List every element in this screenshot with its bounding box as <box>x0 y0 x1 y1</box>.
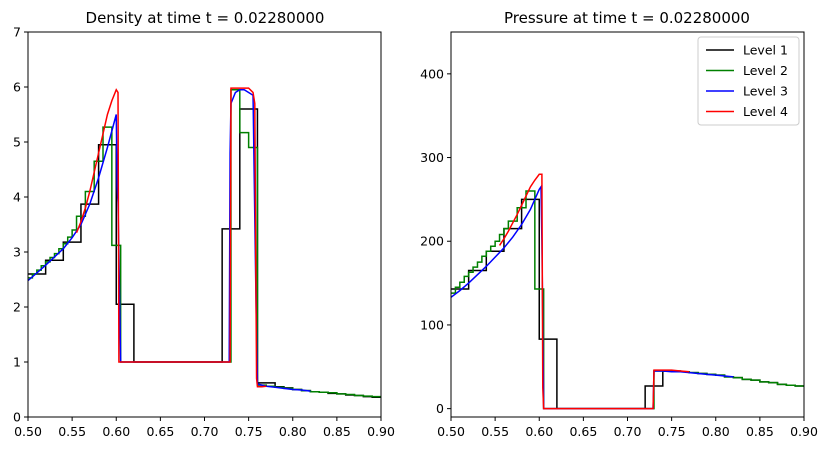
density-x-tick-label: 0.50 <box>14 424 42 439</box>
pressure-y-tick-label: 100 <box>420 317 444 332</box>
pressure-series-group <box>451 173 804 410</box>
pressure-y-tick-label: 400 <box>420 66 444 81</box>
density-y-tick-label: 2 <box>13 300 21 315</box>
density-y-tick-label: 1 <box>13 355 21 370</box>
pressure-legend-label: Level 1 <box>743 43 788 58</box>
density-series-level-2 <box>28 89 381 398</box>
pressure-x-tick-label: 0.85 <box>746 424 774 439</box>
density-y-tick-label: 0 <box>13 410 21 425</box>
pressure-legend-box <box>697 36 800 126</box>
pressure-legend-label: Level 2 <box>743 63 788 78</box>
density-x-tick-label: 0.55 <box>58 424 86 439</box>
density-x-tick-label: 0.60 <box>102 424 130 439</box>
density-x-tick-label: 0.90 <box>367 424 395 439</box>
pressure-y-tick-label: 200 <box>420 234 444 249</box>
density-x-tick-label: 0.80 <box>279 424 307 439</box>
density-x-tick-label: 0.75 <box>235 424 263 439</box>
density-series-level-1 <box>28 108 381 398</box>
pressure-y-tick-label: 0 <box>436 401 444 416</box>
pressure-y-tick-label: 300 <box>420 150 444 165</box>
pressure-series-level-3 <box>451 184 734 410</box>
density-y-tick-label: 7 <box>13 25 21 40</box>
density-y-tick-label: 6 <box>13 80 21 95</box>
density-x-tick-label: 0.85 <box>323 424 351 439</box>
pressure-x-tick-label: 0.55 <box>481 424 509 439</box>
density-y-tick-label: 5 <box>13 135 21 150</box>
pressure-x-tick-label: 0.60 <box>525 424 553 439</box>
pressure-panel: Pressure at time t = 0.02280000 0.50 0.55… <box>420 9 818 439</box>
pressure-legend: Level 1 Level 2 Level 3 Level 4 <box>697 36 800 126</box>
density-series-level-4 <box>75 87 267 388</box>
density-x-tick-label: 0.65 <box>146 424 174 439</box>
pressure-series-level-2 <box>451 190 804 410</box>
pressure-title: Pressure at time t = 0.02280000 <box>504 9 750 27</box>
pressure-x-tick-label: 0.80 <box>702 424 730 439</box>
density-series-level-3 <box>28 89 311 392</box>
density-x-tick-label: 0.70 <box>191 424 219 439</box>
pressure-legend-label: Level 4 <box>743 104 788 119</box>
density-y-tick-label: 4 <box>13 190 21 205</box>
density-series-group <box>28 87 381 398</box>
pressure-x-tick-label: 0.50 <box>437 424 465 439</box>
pressure-x-tick-label: 0.90 <box>790 424 818 439</box>
pressure-x-tick-label: 0.65 <box>569 424 597 439</box>
density-y-tick-label: 3 <box>13 245 21 260</box>
pressure-series-level-4 <box>498 173 690 410</box>
pressure-x-tick-label: 0.75 <box>658 424 686 439</box>
pressure-x-tick-label: 0.70 <box>614 424 642 439</box>
pressure-legend-label: Level 3 <box>743 84 788 99</box>
density-panel: Density at time t = 0.02280000 0.50 0.55 0… <box>13 9 395 439</box>
density-title: Density at time t = 0.02280000 <box>86 9 325 27</box>
